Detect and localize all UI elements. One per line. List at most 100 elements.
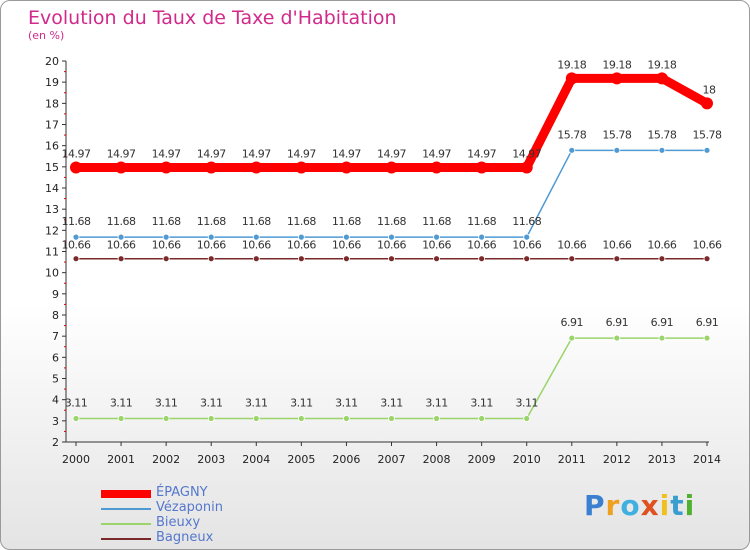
data-point — [568, 334, 576, 342]
legend-item-bieuxy[interactable]: Bieuxy — [101, 515, 361, 531]
data-label: 11.68 — [152, 215, 181, 228]
y-tick-label: 17 — [45, 119, 59, 132]
legend-item-vezaponin[interactable]: Vézaponin — [101, 500, 361, 516]
logo-letter: t — [670, 489, 685, 522]
legend-label: ÉPAGNY — [156, 485, 208, 500]
data-label: 11.68 — [332, 215, 361, 228]
data-point — [703, 334, 711, 342]
data-point — [475, 161, 488, 174]
y-tick-label: 20 — [45, 55, 59, 68]
data-point — [205, 161, 218, 174]
data-labels-layer: 14.97 14.97 14.97 14.97 14.97 14.97 14.97 14.97… — [62, 58, 723, 410]
data-point — [207, 255, 215, 263]
x-tick-label: 2002 — [152, 453, 180, 466]
x-tick-label: 2008 — [423, 453, 451, 466]
data-point — [433, 233, 440, 241]
data-label: 11.68 — [197, 215, 226, 228]
data-label: 10.66 — [512, 239, 541, 252]
data-point — [701, 97, 713, 110]
data-point — [162, 255, 170, 263]
data-point — [297, 233, 305, 241]
data-point — [610, 72, 623, 85]
data-label: 14.97 — [512, 147, 541, 160]
data-point — [478, 415, 486, 422]
data-point — [252, 255, 260, 263]
data-point — [430, 161, 443, 174]
data-label: 10.66 — [467, 239, 496, 252]
data-point — [162, 415, 170, 422]
data-point — [658, 146, 666, 154]
x-tick-label: 2006 — [332, 453, 360, 466]
data-label: 11.68 — [467, 215, 496, 228]
data-point — [70, 161, 82, 174]
legend: ÉPAGNY Vézaponin Bieuxy Bagneux — [101, 485, 361, 546]
data-label: 3.11 — [515, 397, 538, 410]
data-label: 14.97 — [242, 147, 271, 160]
data-label: 15.78 — [693, 128, 722, 141]
data-point — [658, 334, 666, 342]
data-label: 6.91 — [696, 316, 719, 329]
data-point — [388, 415, 395, 422]
data-point — [72, 255, 80, 263]
data-label: 15.78 — [557, 128, 586, 141]
data-label: 10.66 — [647, 239, 676, 252]
data-label: 15.78 — [602, 128, 631, 141]
y-tick-label: 15 — [45, 161, 59, 174]
legend-label: Bagneux — [156, 530, 214, 545]
legend-item-bagneux[interactable]: Bagneux — [101, 530, 361, 546]
data-point — [658, 255, 666, 263]
y-tick-label: 10 — [45, 267, 59, 280]
data-label: 18 — [703, 83, 716, 96]
data-label: 6.91 — [651, 316, 674, 329]
chart-title: Evolution du Taux de Taxe d'Habitation — [28, 7, 397, 29]
data-label: 19.18 — [557, 58, 586, 71]
logo-letter: x — [640, 489, 660, 522]
data-point — [160, 161, 173, 174]
data-label: 10.66 — [197, 239, 226, 252]
series-layer — [70, 72, 713, 422]
logo-letter: i — [659, 489, 671, 522]
logo-letter: i — [684, 489, 696, 522]
data-label: 3.11 — [65, 397, 88, 410]
data-point — [613, 146, 621, 154]
data-point — [388, 233, 395, 241]
data-label: 19.18 — [647, 58, 676, 71]
data-label: 14.97 — [197, 147, 226, 160]
x-tick-label: 2009 — [468, 453, 496, 466]
data-label: 14.97 — [152, 147, 181, 160]
data-label: 11.68 — [377, 215, 406, 228]
data-point — [655, 72, 668, 85]
data-label: 15.78 — [647, 128, 676, 141]
data-label: 3.11 — [470, 397, 493, 410]
data-label: 11.68 — [512, 215, 541, 228]
y-tick-label: 14 — [45, 182, 59, 195]
data-point — [568, 146, 576, 154]
data-point — [297, 255, 305, 263]
data-point — [117, 233, 125, 241]
data-point — [115, 161, 128, 174]
data-label: 14.97 — [377, 147, 406, 160]
data-label: 3.11 — [335, 397, 358, 410]
data-point — [297, 415, 305, 422]
x-tick-label: 2000 — [62, 453, 90, 466]
y-tick-label: 19 — [45, 76, 59, 89]
legend-item-epagny[interactable]: ÉPAGNY — [101, 485, 361, 501]
proxiti-logo[interactable]: Proxiti — [584, 489, 695, 522]
data-label: 10.66 — [422, 239, 451, 252]
data-label: 14.97 — [107, 147, 136, 160]
legend-swatch — [101, 490, 151, 498]
y-tick-label: 16 — [45, 140, 59, 153]
data-label: 6.91 — [561, 316, 584, 329]
data-point — [613, 255, 621, 263]
data-point — [117, 415, 125, 422]
data-point — [478, 255, 486, 263]
data-label: 3.11 — [425, 397, 448, 410]
y-tick-label: 11 — [45, 246, 59, 259]
data-point — [523, 415, 531, 422]
data-label: 10.66 — [557, 239, 586, 252]
data-label: 3.11 — [245, 397, 268, 410]
logo-letter: P — [584, 489, 606, 522]
data-label: 11.68 — [107, 215, 136, 228]
data-point — [207, 415, 215, 422]
